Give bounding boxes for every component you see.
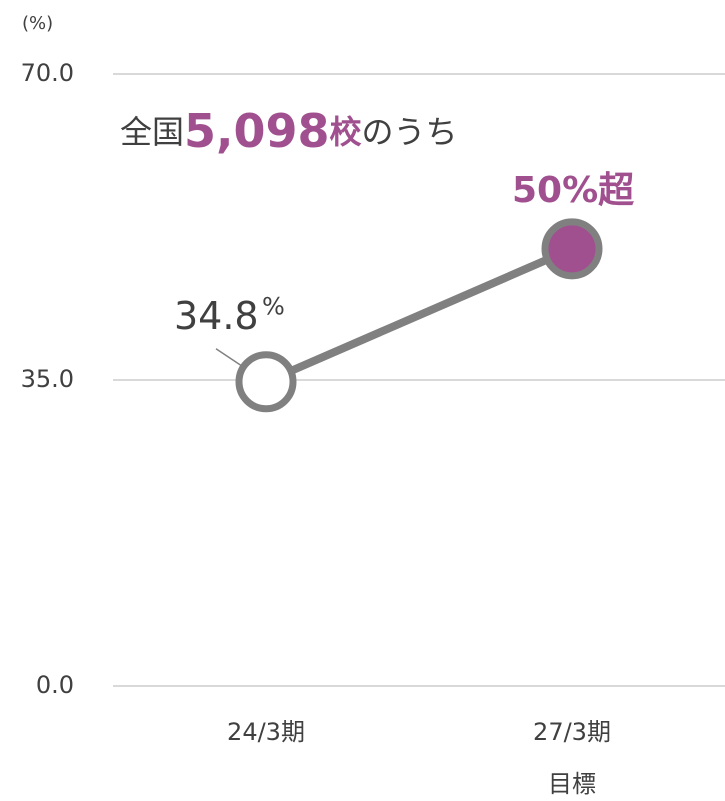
y-tick-label: 35.0 <box>21 365 74 393</box>
x-tick-label: 24/3期 <box>227 718 305 746</box>
annotation-text: 校 <box>330 113 362 151</box>
x-tick-label: 27/3期 <box>533 718 611 746</box>
value-label: 50%超 <box>512 170 635 211</box>
marker <box>235 351 297 413</box>
annotation-text: のうち <box>362 113 458 151</box>
y-tick-label: 0.0 <box>36 671 74 699</box>
x-tick-sublabel: 目標 <box>548 770 596 798</box>
annotation-number: 5,098 <box>184 104 330 158</box>
value-unit: % <box>262 293 285 321</box>
line <box>264 245 574 386</box>
annotation-text: 全国 <box>120 113 184 151</box>
y-tick-label: 70.0 <box>21 59 74 87</box>
annotation: 全国5,098校のうち <box>120 104 458 158</box>
marker <box>541 218 603 280</box>
value-label: 34.8 <box>174 294 259 338</box>
y-axis-label: (%) <box>22 13 53 34</box>
